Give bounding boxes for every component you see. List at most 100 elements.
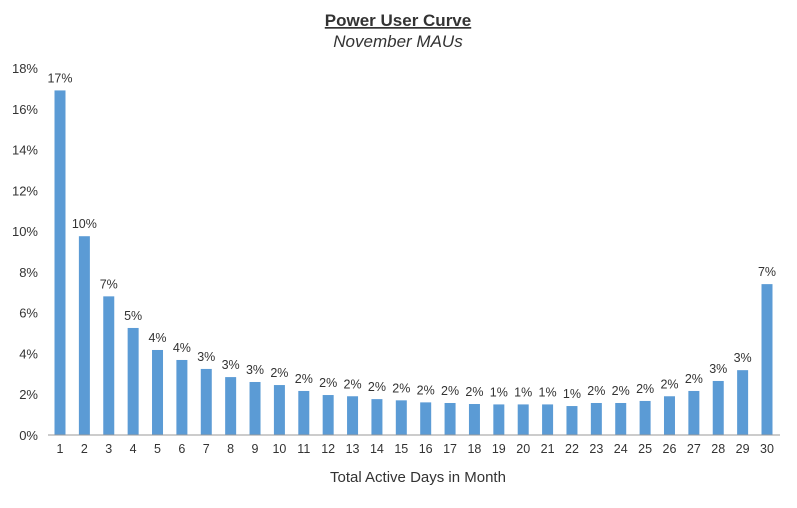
bar: [737, 370, 749, 435]
bar: [688, 390, 700, 435]
data-label: 10%: [72, 217, 97, 231]
data-label: 1%: [490, 385, 508, 399]
x-tick-label: 16: [419, 442, 433, 456]
x-tick-label: 24: [614, 442, 628, 456]
data-label: 2%: [660, 377, 678, 391]
data-label: 3%: [246, 363, 264, 377]
x-tick-label: 17: [443, 442, 457, 456]
bar: [542, 404, 554, 435]
x-tick-label: 4: [130, 442, 137, 456]
x-tick-label: 21: [541, 442, 555, 456]
bar: [371, 399, 383, 435]
data-label: 2%: [441, 384, 459, 398]
data-label: 3%: [709, 362, 727, 376]
y-tick-label: 16%: [12, 102, 38, 117]
bar: [322, 395, 334, 435]
chart-title: Power User Curve: [325, 11, 471, 30]
data-label: 1%: [539, 385, 557, 399]
data-label: 2%: [636, 382, 654, 396]
data-label: 2%: [612, 384, 630, 398]
x-tick-label: 26: [663, 442, 677, 456]
x-tick-label: 25: [638, 442, 652, 456]
data-label: 7%: [758, 265, 776, 279]
y-tick-label: 14%: [12, 143, 38, 158]
bar: [663, 396, 675, 435]
y-tick-label: 8%: [19, 265, 38, 280]
data-label: 17%: [47, 71, 72, 85]
bar: [468, 404, 480, 435]
x-tick-label: 18: [467, 442, 481, 456]
bar: [761, 284, 773, 435]
bar: [517, 404, 529, 435]
bar: [298, 390, 310, 435]
bar: [444, 402, 456, 435]
bar: [712, 380, 724, 435]
data-label: 2%: [368, 380, 386, 394]
x-tick-label: 30: [760, 442, 774, 456]
bar: [152, 349, 164, 435]
x-tick-label: 10: [272, 442, 286, 456]
bar: [493, 404, 505, 435]
data-label: 3%: [222, 358, 240, 372]
x-tick-label: 7: [203, 442, 210, 456]
data-label: 2%: [417, 383, 435, 397]
bar: [347, 396, 359, 435]
data-label: 4%: [148, 331, 166, 345]
data-label: 1%: [514, 385, 532, 399]
x-tick-label: 27: [687, 442, 701, 456]
data-label: 3%: [197, 350, 215, 364]
bar: [225, 377, 237, 435]
bar: [590, 402, 602, 435]
x-tick-label: 3: [105, 442, 112, 456]
x-tick-label: 2: [81, 442, 88, 456]
data-label: 2%: [392, 381, 410, 395]
data-label: 2%: [319, 376, 337, 390]
x-axis-label: Total Active Days in Month: [330, 469, 506, 486]
data-label: 2%: [587, 384, 605, 398]
x-tick-label: 12: [321, 442, 335, 456]
bar: [127, 327, 139, 435]
data-label: 2%: [685, 372, 703, 386]
x-tick-label: 23: [589, 442, 603, 456]
chart-subtitle: November MAUs: [333, 32, 463, 51]
data-label: 3%: [734, 351, 752, 365]
x-tick-label: 5: [154, 442, 161, 456]
x-tick-label: 19: [492, 442, 506, 456]
y-tick-label: 18%: [12, 61, 38, 76]
y-axis: 0% 2% 4% 6% 8% 10% 12% 14% 16% 18%: [12, 61, 38, 443]
bar: [639, 400, 651, 435]
x-tick-label: 15: [394, 442, 408, 456]
x-tick-label: 28: [711, 442, 725, 456]
x-tick-label: 22: [565, 442, 579, 456]
x-tick-label: 11: [297, 442, 310, 456]
y-tick-label: 0%: [19, 428, 38, 443]
bar: [273, 385, 285, 435]
x-tick-label: 8: [227, 442, 234, 456]
y-tick-label: 6%: [19, 306, 38, 321]
y-tick-label: 4%: [19, 346, 38, 361]
x-tick-label: 20: [516, 442, 530, 456]
bars: 17% 10% 7% 5% 4% 4% 3% 3% 3% 2% 2% 2% 2% 2% 2% 2% 2% 2% 1%…: [47, 71, 776, 435]
bar: [615, 402, 627, 435]
y-tick-label: 10%: [12, 224, 38, 239]
bar: [420, 402, 432, 435]
data-label: 2%: [344, 377, 362, 391]
x-axis: 1 2 3 4 5 6 7 8 9 10 11 12 13 14 15 16 17 18 19 20 21 22 23 24 2…: [57, 442, 774, 456]
data-label: 2%: [270, 366, 288, 380]
bar: [395, 400, 407, 435]
x-tick-label: 14: [370, 442, 384, 456]
y-tick-label: 12%: [12, 183, 38, 198]
bar: [176, 359, 188, 435]
data-label: 2%: [465, 385, 483, 399]
bar: [200, 368, 212, 435]
bar: [78, 236, 90, 435]
data-label: 2%: [295, 372, 313, 386]
x-tick-label: 1: [57, 442, 64, 456]
x-tick-label: 29: [736, 442, 750, 456]
y-tick-label: 2%: [19, 387, 38, 402]
x-tick-label: 6: [178, 442, 185, 456]
data-label: 1%: [563, 387, 581, 401]
x-tick-label: 13: [346, 442, 360, 456]
data-label: 5%: [124, 309, 142, 323]
